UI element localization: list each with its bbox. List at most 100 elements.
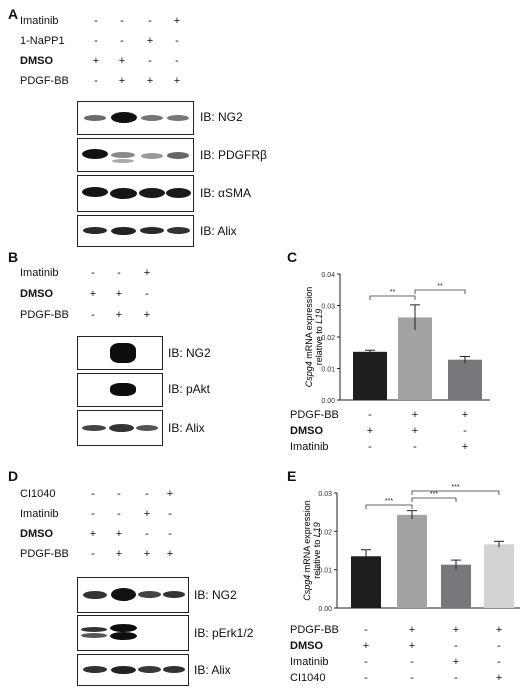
panelC-sign: + [461, 409, 469, 421]
chart-c: 0.00 0.01 0.02 0.03 0.04 Cspg4 mRNA expressio… [304, 272, 490, 405]
panelD-row-label: Imatinib [20, 508, 59, 520]
panelB-sign: + [143, 267, 151, 279]
panel-a-letter: A [8, 6, 19, 22]
panelD-row-label: DMSO [20, 528, 53, 540]
blot-d-perk [77, 615, 189, 651]
blot-a-pdgfrb [77, 138, 194, 172]
blot-a-asma [77, 175, 194, 212]
chart-e: 0.00 0.01 0.02 0.03 Cspg4 mRNA expression rel… [302, 484, 520, 613]
blot-b-alix-label: IB: Alix [168, 421, 205, 435]
panelA-sign: + [92, 55, 100, 67]
significance-bracket [369, 295, 416, 300]
panelE-row-label: PDGF-BB [290, 624, 339, 636]
panelB-sign: + [143, 309, 151, 321]
panelE-sign: - [364, 624, 368, 636]
blot-b-alix [77, 410, 163, 446]
panelD-sign: + [115, 548, 123, 560]
panelD-sign: - [117, 508, 121, 520]
panelD-sign: - [91, 488, 95, 500]
panel-b-letter: B [8, 249, 19, 265]
panelE-sign: - [497, 640, 501, 652]
bar [448, 359, 482, 400]
panelE-sign: - [497, 656, 501, 668]
bar [441, 564, 471, 608]
panelC-sign: - [413, 441, 417, 453]
panelB-sign: - [145, 288, 149, 300]
bar [484, 544, 514, 608]
blot-d-perk-label: IB: pErk1/2 [194, 626, 254, 640]
blot-d-ng2-label: IB: NG2 [194, 588, 237, 602]
blot-a-ng2-label: IB: NG2 [200, 110, 243, 124]
panelE-sign: + [452, 656, 460, 668]
panelA-sign: - [148, 15, 152, 27]
panelA-row-label: PDGF-BB [20, 75, 69, 87]
panelD-sign: - [117, 488, 121, 500]
y-tick-label: 0.03 [321, 304, 335, 311]
panelA-sign: - [175, 55, 179, 67]
y-axis-label: Cspg4 mRNA expression [302, 500, 312, 601]
y-tick-label: 0.00 [321, 398, 335, 405]
panelC-sign: + [461, 441, 469, 453]
blot-a-asma-label: IB: αSMA [200, 186, 251, 200]
y-axis-label-line2: relative to L19 [314, 309, 324, 366]
panelE-sign: - [364, 672, 368, 684]
significance-label: *** [430, 491, 438, 498]
blot-a-alix-label: IB: Alix [200, 224, 237, 238]
panelC-row-label: PDGF-BB [290, 409, 339, 421]
panelB-row-label: PDGF-BB [20, 309, 69, 321]
panelA-sign: - [94, 35, 98, 47]
bar [351, 556, 381, 608]
panelE-row-label: Imatinib [290, 656, 329, 668]
blot-a-alix [77, 215, 194, 247]
panelE-sign: + [495, 624, 503, 636]
panelC-sign: - [368, 409, 372, 421]
blot-b-pakt-label: IB: pAkt [168, 382, 211, 396]
panelD-sign: - [168, 528, 172, 540]
panel-d-letter: D [8, 468, 19, 484]
panelD-row-label: CI1040 [20, 488, 56, 500]
panelC-sign: + [366, 425, 374, 437]
blot-b-ng2 [77, 336, 163, 370]
panelD-sign: - [145, 488, 149, 500]
panelA-sign: + [173, 75, 181, 87]
panelD-sign: - [91, 548, 95, 560]
panelD-sign: + [89, 528, 97, 540]
blot-a-pdgfrb-label: IB: PDGFRβ [200, 148, 267, 162]
panelD-sign: + [115, 528, 123, 540]
y-axis-label: Cspg4 mRNA expression [304, 287, 314, 388]
panelE-sign: - [410, 672, 414, 684]
panelC-sign: - [463, 425, 467, 437]
panelB-sign: + [115, 288, 123, 300]
y-axis-label-line2: relative to L19 [312, 522, 322, 579]
panelE-sign: + [362, 640, 370, 652]
panelA-sign: + [146, 35, 154, 47]
panelE-sign: - [410, 656, 414, 668]
panelD-sign: - [145, 528, 149, 540]
panelC-sign: - [368, 441, 372, 453]
significance-label: ** [437, 283, 443, 290]
panelC-sign: + [411, 425, 419, 437]
bar [353, 351, 387, 400]
blot-b-ng2-label: IB: NG2 [168, 346, 211, 360]
panelD-sign: + [166, 488, 174, 500]
panelB-row-label: Imatinib [20, 267, 59, 279]
blot-b-pakt [77, 373, 163, 407]
blot-d-ng2 [77, 577, 189, 613]
panelC-row-label: Imatinib [290, 441, 329, 453]
panelE-sign: - [454, 640, 458, 652]
y-tick-label: 0.00 [318, 606, 332, 613]
panelB-row-label: DMSO [20, 288, 53, 300]
y-tick-label: 0.03 [318, 491, 332, 498]
panelA-sign: + [146, 75, 154, 87]
panelE-sign: + [408, 624, 416, 636]
bar [397, 514, 427, 608]
panelA-sign: - [120, 35, 124, 47]
panelE-sign: + [495, 672, 503, 684]
significance-bracket [411, 490, 500, 495]
panelD-sign: + [166, 548, 174, 560]
panelD-sign: - [168, 508, 172, 520]
significance-label: *** [451, 484, 459, 491]
panelA-sign: - [148, 55, 152, 67]
panelC-row-label: DMSO [290, 425, 323, 437]
panel-c-letter: C [287, 249, 298, 265]
